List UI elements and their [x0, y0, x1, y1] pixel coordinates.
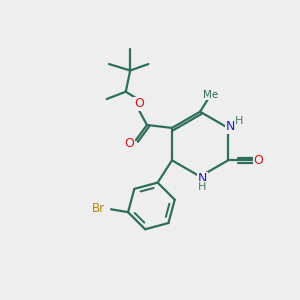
Text: O: O [134, 97, 144, 110]
Text: H: H [198, 182, 207, 192]
Text: N: N [226, 120, 235, 133]
Text: O: O [254, 154, 263, 167]
Text: Me: Me [203, 90, 218, 100]
Text: H: H [235, 116, 244, 126]
Text: O: O [124, 137, 134, 150]
Text: N: N [198, 172, 207, 185]
Text: Br: Br [92, 202, 105, 215]
